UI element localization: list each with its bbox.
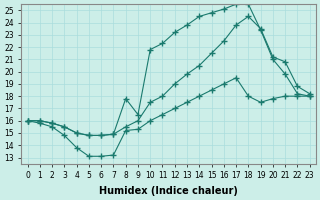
X-axis label: Humidex (Indice chaleur): Humidex (Indice chaleur) — [99, 186, 238, 196]
